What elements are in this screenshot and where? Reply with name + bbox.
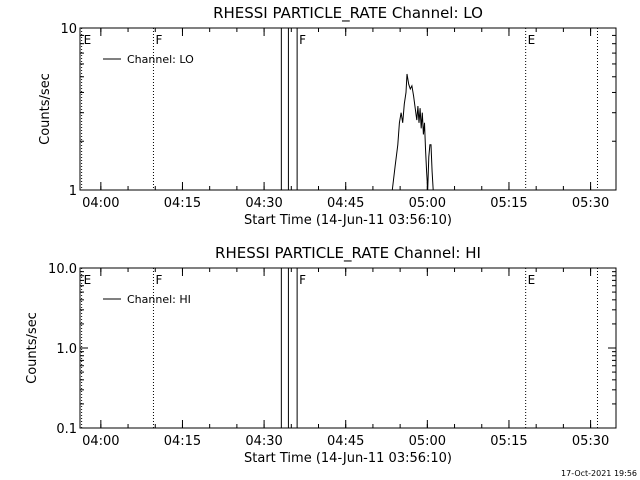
y-tick-label: 1 <box>69 184 77 199</box>
x-tick-label: 05:15 <box>490 434 527 449</box>
series-line <box>391 73 434 191</box>
x-tick-label: 04:30 <box>245 434 282 449</box>
chart-panel-1: RHESSI PARTICLE_RATE Channel: LO 04:00 04:… <box>38 4 617 228</box>
y-tick-label: 10 <box>60 22 77 37</box>
footer-timestamp: 17-Oct-2021 19:56 <box>561 469 637 478</box>
chart-title: RHESSI PARTICLE_RATE Channel: LO <box>213 4 483 23</box>
x-tick-label: 04:45 <box>327 434 364 449</box>
x-tick-label: 04:00 <box>82 434 119 449</box>
x-tick-label: 04:30 <box>245 196 282 211</box>
y-tick-label: 1.0 <box>56 342 77 357</box>
x-tick-label: 05:15 <box>490 196 527 211</box>
chart-title: RHESSI PARTICLE_RATE Channel: HI <box>215 244 481 263</box>
x-tick-label: 04:45 <box>327 196 364 211</box>
event-marker-label: E <box>528 33 536 47</box>
x-tick-label: 04:15 <box>164 434 201 449</box>
event-marker-label: F <box>299 273 306 287</box>
event-marker-label: E <box>528 273 536 287</box>
event-marker-label: F <box>155 33 162 47</box>
legend-label: Channel: HI <box>127 293 191 306</box>
y-axis-label: Counts/sec <box>38 73 53 145</box>
event-marker-label: F <box>155 273 162 287</box>
chart-panel-2: RHESSI PARTICLE_RATE Channel: HI 04:00 04:… <box>25 244 617 466</box>
x-tick-label: 04:15 <box>164 196 201 211</box>
event-marker-label: F <box>299 33 306 47</box>
x-tick-label: 05:00 <box>409 434 446 449</box>
y-tick-label: 10.0 <box>48 262 77 277</box>
x-axis-label: Start Time (14-Jun-11 03:56:10) <box>244 213 452 228</box>
y-tick-label: 0.1 <box>56 422 77 437</box>
y-axis-label: Counts/sec <box>25 312 40 384</box>
plot-frame <box>79 27 617 191</box>
x-tick-label: 05:30 <box>572 196 609 211</box>
legend-label: Channel: LO <box>127 53 194 66</box>
event-marker-label: E <box>84 33 92 47</box>
event-marker-label: E <box>84 273 92 287</box>
x-axis-label: Start Time (14-Jun-11 03:56:10) <box>244 451 452 466</box>
plot-frame <box>79 267 617 429</box>
x-tick-label: 05:00 <box>409 196 446 211</box>
x-tick-label: 04:00 <box>82 196 119 211</box>
x-tick-label: 05:30 <box>572 434 609 449</box>
